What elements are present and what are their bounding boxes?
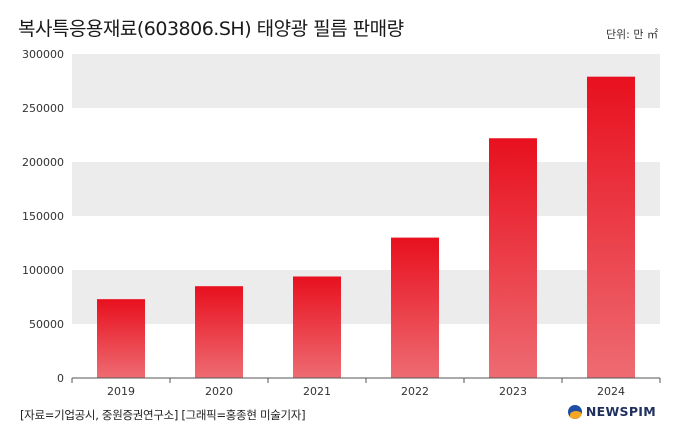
bar-2022 (391, 237, 439, 378)
newspim-logo: NEWSPIM (567, 404, 656, 419)
bar-2020 (195, 286, 243, 378)
logo-text: NEWSPIM (585, 404, 656, 419)
y-tick-label: 300000 (22, 48, 64, 61)
bars (97, 76, 635, 379)
y-axis-ticks: 0 50000 100000 150000 200000 250000 300000 (22, 48, 64, 385)
y-tick-label: 0 (57, 372, 64, 385)
x-tick-label: 2021 (303, 385, 331, 398)
y-tick-label: 200000 (22, 156, 64, 169)
x-tick-label: 2019 (107, 385, 135, 398)
grid-band (72, 162, 660, 216)
y-tick-label: 150000 (22, 210, 64, 223)
chart-title: 복사특응용재료(603806.SH) 태양광 필름 판매량 (18, 18, 404, 40)
grid-band (72, 270, 660, 324)
x-tick-label: 2023 (499, 385, 527, 398)
source-credit: [자료=기업공시, 중원증권연구소] [그래픽=홍종현 미술기자] (20, 408, 306, 422)
x-axis-ticks: 2019 2020 2021 2022 2023 2024 (71, 378, 661, 398)
x-tick-label: 2024 (597, 385, 625, 398)
bar-2023 (489, 138, 537, 378)
bar-2024 (587, 76, 635, 379)
x-tick-label: 2020 (205, 385, 233, 398)
unit-label: 단위: 만 ㎡ (605, 28, 658, 41)
bar-2021 (293, 276, 341, 378)
bar-2019 (97, 299, 145, 378)
y-tick-label: 250000 (22, 102, 64, 115)
y-tick-label: 50000 (29, 318, 64, 331)
x-tick-label: 2022 (401, 385, 429, 398)
newspim-logo-icon (567, 404, 582, 419)
grid-band (72, 54, 660, 108)
grid-bands (72, 54, 660, 324)
y-tick-label: 100000 (22, 264, 64, 277)
